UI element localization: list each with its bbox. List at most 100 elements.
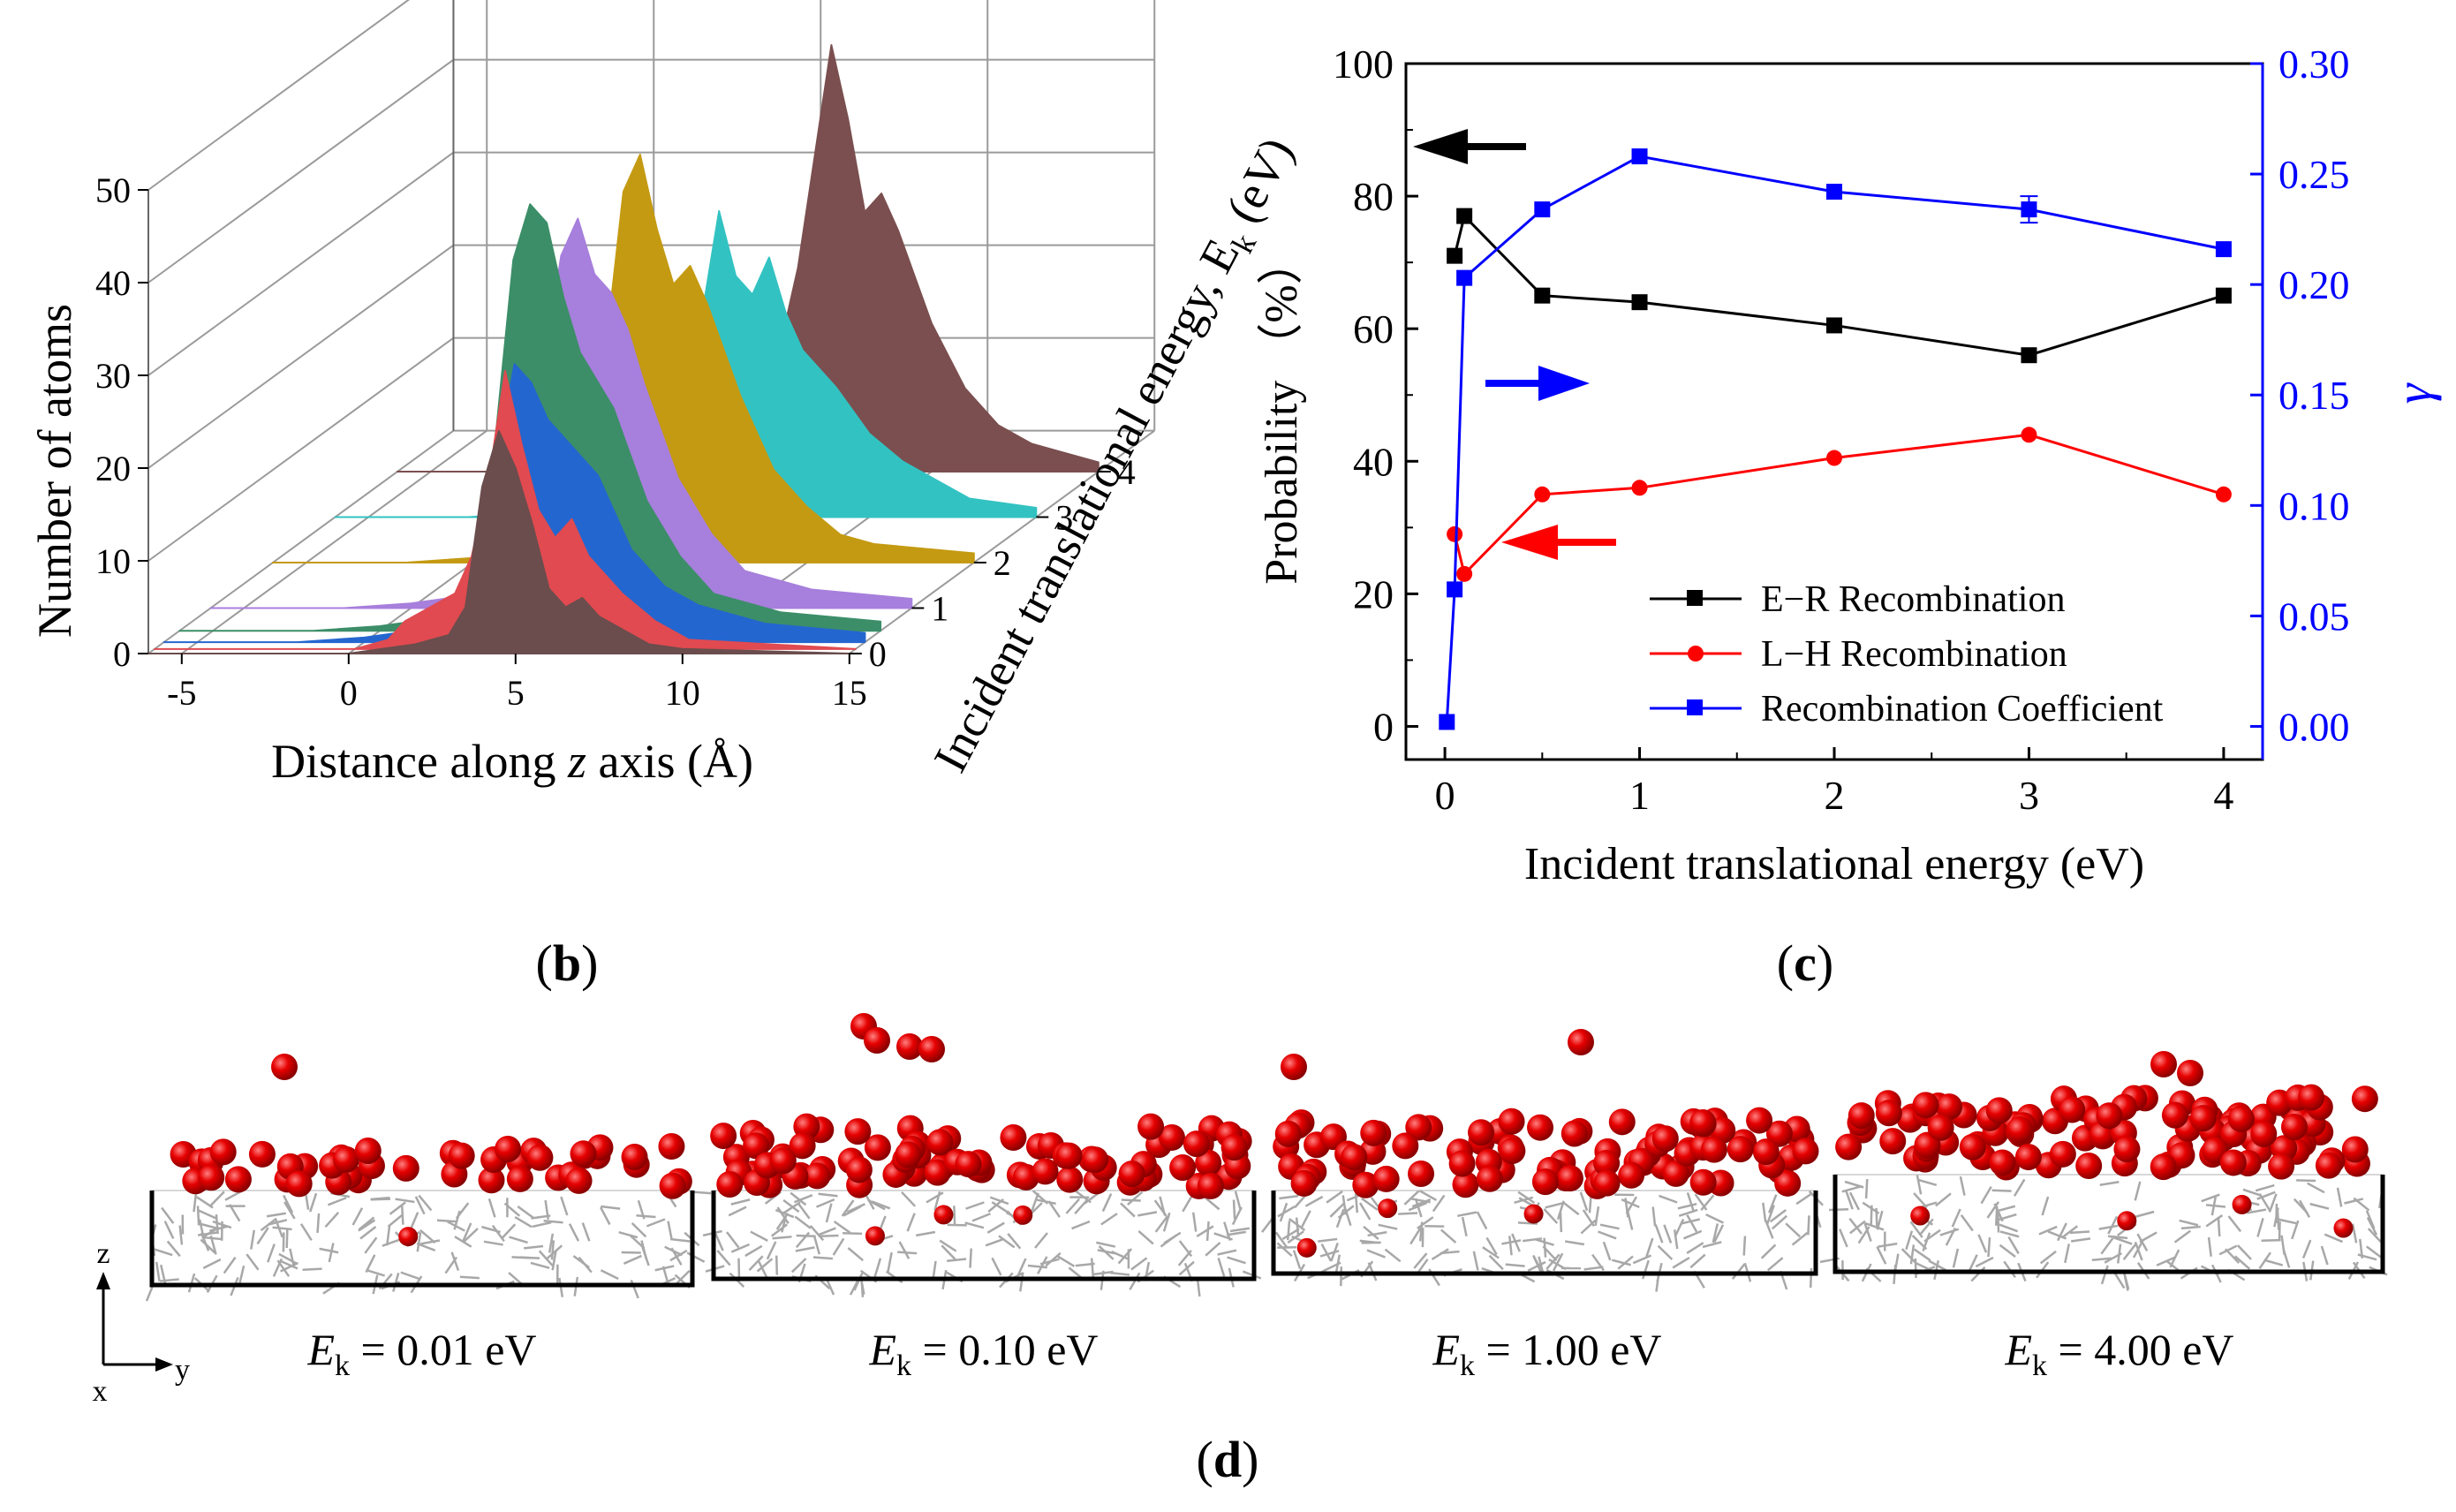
- y2-tick-label: 0.00: [2278, 704, 2350, 749]
- y-tick-label: 40: [95, 263, 131, 303]
- y-tick-label: 60: [1353, 306, 1394, 352]
- y-tick-label: 20: [1353, 571, 1394, 616]
- side-grid-line: [147, 151, 455, 376]
- axis-ticks: 0 1 2 3 40204060801000.000.050.100.150.200.2…: [1333, 42, 2350, 818]
- y2-tick-label: 0.15: [2278, 373, 2350, 418]
- z-tick-label: 0: [869, 634, 887, 674]
- data-point: [1456, 565, 1473, 582]
- data-point: [2021, 347, 2037, 364]
- 3d-area-series: [147, 44, 1100, 654]
- legend-item-lh: L−H Recombination: [1650, 634, 2067, 675]
- y-tick-label: 50: [95, 170, 131, 210]
- data-point: [1456, 208, 1473, 224]
- snapshot-2: [1261, 1029, 1824, 1292]
- snapshot-1: [702, 1013, 1262, 1297]
- data-point: [1534, 201, 1551, 218]
- y2-tick-label: 0.05: [2278, 593, 2350, 639]
- z-tick-label: 2: [994, 543, 1011, 583]
- coordinate-axes-icon: z x y: [93, 1237, 191, 1408]
- data-point: [1631, 148, 1648, 165]
- x-tick-label: -5: [167, 673, 196, 713]
- x-tick-label: 3: [2019, 773, 2039, 818]
- y-tick-label: 0: [1373, 704, 1394, 749]
- floor-grid-line: [849, 429, 1155, 654]
- svg-text:L−H Recombination: L−H Recombination: [1761, 634, 2067, 675]
- data-point: [2215, 486, 2232, 503]
- data-point: [1439, 714, 1455, 730]
- data-point: [1631, 480, 1648, 496]
- series-line-0: [1453, 213, 2225, 357]
- snapshot-3: [1819, 1051, 2388, 1291]
- side-grid-line: [147, 244, 455, 469]
- x-tick-label: 0: [340, 673, 358, 713]
- data-point: [1534, 486, 1551, 503]
- x-tick-label: 0: [1435, 773, 1455, 818]
- x-axis-label: Distance along z axis (Å): [271, 735, 753, 788]
- series-line-2: [1445, 155, 2225, 722]
- y2-tick-label: 0.20: [2278, 262, 2350, 307]
- snapshot-caption: Ek = 4.00 eV: [2004, 1325, 2233, 1382]
- panel-c-line-chart: 0 1 2 3 40204060801000.000.050.100.150.200.2…: [1257, 42, 2442, 889]
- y2-tick-label: 0.10: [2278, 483, 2350, 528]
- panel-d-snapshots: z x y Ek = 0.01 eV Ek = 0.10 eV Ek = 1.0…: [93, 1013, 2388, 1408]
- z-tick-label: 4: [1118, 452, 1136, 492]
- data-point: [2215, 287, 2232, 304]
- side-grid-line: [147, 336, 455, 562]
- z-axis-letter: z: [96, 1237, 110, 1270]
- y-tick-label: 10: [95, 541, 131, 581]
- y-axis-letter: y: [175, 1354, 190, 1387]
- y-axis-label: Probability （%）: [1257, 238, 1307, 584]
- side-grid-line: [147, 58, 455, 284]
- y2-tick-label: 0.30: [2278, 42, 2350, 87]
- data-point: [1456, 269, 1473, 286]
- x-tick-label: 1: [1629, 773, 1650, 818]
- snapshot-0: [145, 1054, 712, 1302]
- y-tick-label: 30: [95, 356, 131, 396]
- data-point: [1447, 581, 1463, 598]
- floor-grid-line: [181, 429, 487, 654]
- y-tick-label: 0: [113, 634, 131, 674]
- x-axis-label: Incident translational energy (eV): [1524, 839, 2144, 889]
- panel-b-label: (b): [536, 934, 599, 992]
- snapshot-caption: Ek = 1.00 eV: [1432, 1325, 1661, 1382]
- y-tick-label: 100: [1333, 42, 1394, 87]
- data-point: [1534, 287, 1551, 304]
- x-tick-label: 2: [1825, 773, 1845, 818]
- arrow-left-red-icon: [1501, 525, 1616, 560]
- panel-c-label: (c): [1777, 934, 1833, 992]
- side-grid-line: [147, 429, 455, 654]
- y-axis-label: Number of atoms: [28, 304, 81, 638]
- y-tick-label: 40: [1353, 439, 1394, 484]
- data-point: [1447, 525, 1463, 542]
- arrow-right-blue-icon: [1485, 366, 1590, 401]
- data-point: [1631, 294, 1648, 311]
- data-point: [1447, 247, 1463, 264]
- x-tick-label: 10: [665, 673, 700, 713]
- z-tick-label: 3: [1055, 498, 1073, 538]
- z-tick-label: 1: [931, 589, 948, 629]
- snapshot-caption: Ek = 0.10 eV: [868, 1325, 1098, 1382]
- data-point: [1826, 317, 1842, 334]
- legend: E−R Recombination L−H Recombination Reco…: [1650, 579, 2164, 730]
- y2-axis-label: γ: [2384, 382, 2442, 404]
- area-series-0: [147, 430, 850, 654]
- side-grid-line: [147, 0, 411, 191]
- y-tick-label: 80: [1353, 174, 1394, 219]
- legend-item-er: E−R Recombination: [1650, 579, 2065, 620]
- x-axis-letter: x: [93, 1375, 108, 1408]
- x-tick-label: 15: [832, 673, 867, 713]
- y2-tick-label: 0.25: [2278, 152, 2350, 197]
- svg-text:Recombination Coefficient: Recombination Coefficient: [1761, 689, 2164, 730]
- data-point: [2215, 241, 2232, 258]
- x-tick-label: 5: [507, 673, 525, 713]
- data-point: [2021, 201, 2037, 218]
- line-series: [1439, 148, 2232, 730]
- snapshot-caption: Ek = 0.01 eV: [306, 1325, 536, 1382]
- data-point: [1826, 184, 1842, 200]
- arrow-left-black-icon: [1413, 129, 1526, 164]
- data-point: [2021, 427, 2037, 443]
- data-point: [1826, 450, 1842, 466]
